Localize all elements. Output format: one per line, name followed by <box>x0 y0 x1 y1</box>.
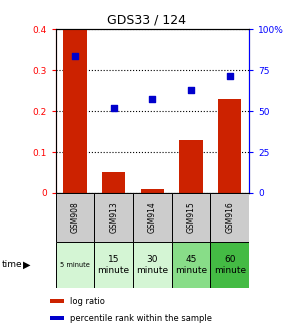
Text: 45
minute: 45 minute <box>175 255 207 275</box>
Bar <box>210 193 249 242</box>
Bar <box>56 193 94 242</box>
Bar <box>50 316 64 320</box>
Text: 30
minute: 30 minute <box>136 255 168 275</box>
Text: percentile rank within the sample: percentile rank within the sample <box>70 314 212 322</box>
Text: time: time <box>1 260 22 269</box>
Text: GSM913: GSM913 <box>109 201 118 233</box>
Text: GSM915: GSM915 <box>187 201 195 233</box>
Bar <box>141 189 164 193</box>
Bar <box>133 193 172 242</box>
Text: GDS33 / 124: GDS33 / 124 <box>107 13 186 26</box>
Text: 60
minute: 60 minute <box>214 255 246 275</box>
Bar <box>94 242 133 288</box>
Bar <box>218 99 241 193</box>
Text: GSM908: GSM908 <box>71 201 79 233</box>
Bar <box>172 242 210 288</box>
Point <box>227 74 232 79</box>
Text: 5 minute: 5 minute <box>60 262 90 268</box>
Text: GSM914: GSM914 <box>148 201 157 233</box>
Bar <box>172 193 210 242</box>
Bar <box>50 299 64 303</box>
Bar <box>63 29 87 193</box>
Point <box>73 54 77 59</box>
Bar <box>210 242 249 288</box>
Bar <box>179 140 203 193</box>
Bar <box>102 173 125 193</box>
Bar <box>94 193 133 242</box>
Bar <box>56 242 94 288</box>
Text: log ratio: log ratio <box>70 297 105 306</box>
Point <box>111 105 116 111</box>
Text: ▶: ▶ <box>23 260 31 270</box>
Text: 15
minute: 15 minute <box>98 255 130 275</box>
Point <box>150 96 155 102</box>
Point <box>189 87 193 93</box>
Bar <box>133 242 172 288</box>
Text: GSM916: GSM916 <box>225 201 234 233</box>
